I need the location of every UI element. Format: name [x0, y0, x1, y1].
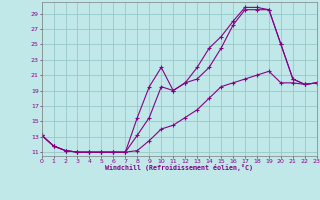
X-axis label: Windchill (Refroidissement éolien,°C): Windchill (Refroidissement éolien,°C) — [105, 164, 253, 171]
